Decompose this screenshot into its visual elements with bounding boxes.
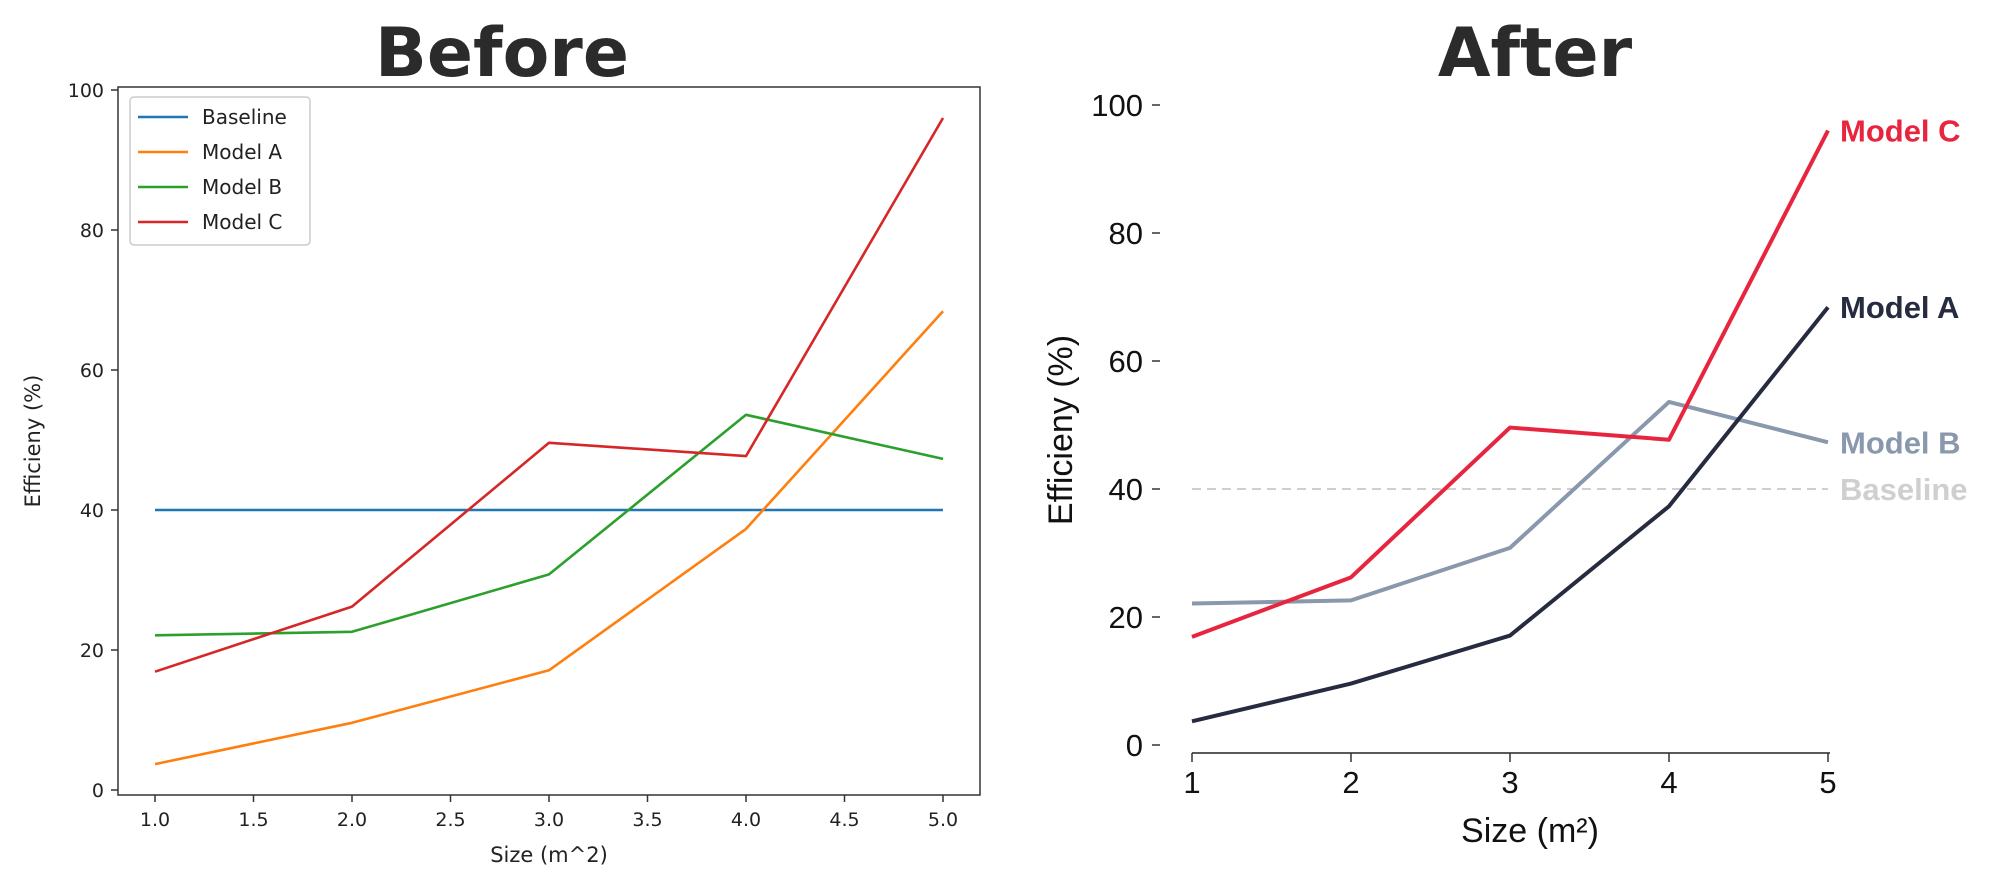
x-tick-label: 3 <box>1501 765 1518 800</box>
x-tick-label: 1 <box>1183 765 1200 800</box>
before-panel: Before 0 20 40 60 80 100 1.0 1.5 2.0 2.5 3.0 3.5 4.… <box>21 14 981 867</box>
direct-label-model-a: Model A <box>1840 290 1959 325</box>
after-x-axis: 1 2 3 4 5 <box>1183 753 1837 800</box>
after-y-axis-label: Efficieny (%) <box>1042 335 1080 525</box>
x-tick-label: 2.5 <box>435 809 465 831</box>
before-x-axis-label: Size (m^2) <box>490 843 608 867</box>
x-tick-label: 5 <box>1819 765 1836 800</box>
x-tick-label: 5.0 <box>928 809 958 831</box>
direct-label-baseline: Baseline <box>1840 472 1968 507</box>
before-x-axis: 1.0 1.5 2.0 2.5 3.0 3.5 4.0 4.5 5.0 <box>140 795 958 831</box>
y-tick-label: 60 <box>1109 344 1143 379</box>
after-series-lines <box>1191 129 1830 724</box>
y-tick-label: 0 <box>92 780 104 802</box>
x-tick-label: 2.0 <box>337 809 367 831</box>
x-tick-label: 4 <box>1660 765 1677 800</box>
y-tick-label: 100 <box>68 80 104 102</box>
legend-label-model-b: Model B <box>202 175 282 199</box>
legend-label-model-c: Model C <box>202 210 282 234</box>
x-tick-label: 4.0 <box>731 809 761 831</box>
y-tick-label: 20 <box>80 640 104 662</box>
y-tick-label: 100 <box>1091 88 1143 123</box>
x-tick-label: 4.5 <box>829 809 859 831</box>
x-tick-label: 1.0 <box>140 809 170 831</box>
y-tick-label: 40 <box>80 500 104 522</box>
series-line-model-c <box>1191 129 1830 639</box>
x-tick-label: 3.0 <box>534 809 564 831</box>
y-tick-label: 60 <box>80 360 104 382</box>
series-line-model-c <box>154 117 945 673</box>
direct-label-model-b: Model B <box>1840 425 1961 460</box>
after-title: After <box>1438 14 1633 93</box>
y-tick-label: 80 <box>80 220 104 242</box>
legend-label-model-a: Model A <box>202 140 282 164</box>
before-series-lines <box>154 117 945 766</box>
after-direct-labels: Model C Model A Model B Baseline <box>1840 114 1968 507</box>
y-tick-label: 0 <box>1126 728 1143 763</box>
y-tick-label: 20 <box>1109 600 1143 635</box>
series-line-model-b <box>1191 399 1829 606</box>
before-title: Before <box>375 14 629 93</box>
after-x-axis-label: Size (m²) <box>1461 812 1599 850</box>
x-tick-label: 3.5 <box>632 809 662 831</box>
y-tick-label: 80 <box>1109 216 1143 251</box>
before-legend: Baseline Model A Model B Model C <box>129 96 311 246</box>
after-y-axis: 0 20 40 60 80 100 <box>1091 88 1160 763</box>
x-tick-label: 1.5 <box>238 809 268 831</box>
series-line-model-a <box>154 310 944 766</box>
y-tick-label: 40 <box>1109 472 1143 507</box>
legend-box <box>129 96 311 246</box>
series-line-model-b <box>154 413 944 637</box>
series-line-model-a <box>1191 305 1830 724</box>
x-tick-label: 2 <box>1342 765 1359 800</box>
legend-label-baseline: Baseline <box>202 105 287 129</box>
direct-label-model-c: Model C <box>1840 114 1961 149</box>
before-y-axis-label: Efficieny (%) <box>21 375 45 508</box>
before-y-axis: 0 20 40 60 80 100 <box>68 80 118 802</box>
